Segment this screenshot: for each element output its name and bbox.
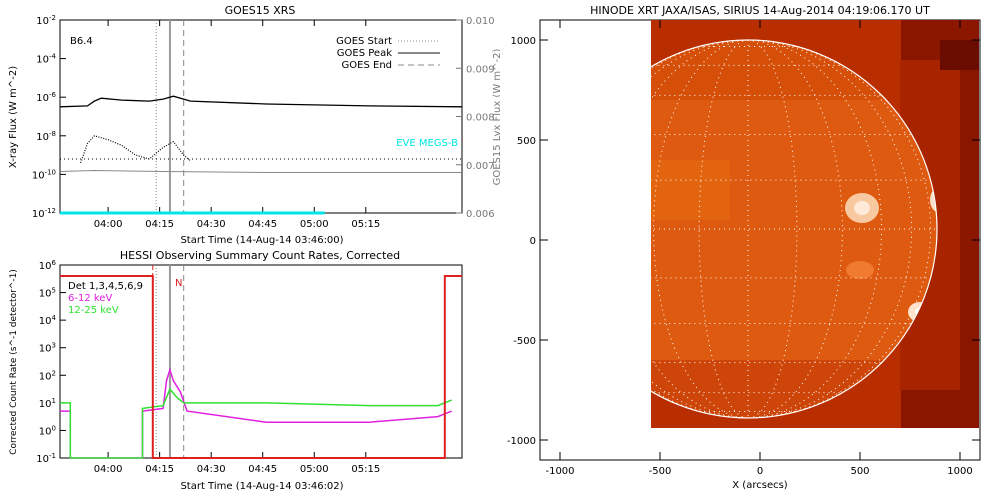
xrt-xlabel: X (arcsecs) <box>732 480 788 491</box>
goes-xtick-label: 04:30 <box>197 219 226 230</box>
goes-y-axis: 10-2 10-4 10-6 10-8 10-10 10-12 <box>32 14 66 220</box>
hessi-xtick-label: 04:15 <box>145 464 174 475</box>
xrt-xtick-label: 1000 <box>947 466 972 477</box>
hessi-ytick-label: 10-1 <box>36 452 56 465</box>
goes-ytick-right-label: 0.006 <box>466 209 495 220</box>
goes-ytick-label: 10-2 <box>36 14 56 27</box>
goes-ytick-right-label: 0.010 <box>466 16 495 27</box>
xrt-dark-corner <box>940 40 979 70</box>
xrt-grid-lon <box>747 39 883 419</box>
goes-ytick-label: 10-6 <box>36 91 56 104</box>
xrt-ytick-label: 0 <box>530 236 536 247</box>
goes-legend-peak: GOES Peak <box>337 48 392 59</box>
goes-ylabel: X-ray Flux (W m^-2) <box>8 66 19 168</box>
goes-xtick-label: 04:15 <box>145 219 174 230</box>
hessi-legend: Det 1,3,4,5,6,9 6-12 keV 12-25 keV <box>68 281 143 316</box>
goes-ytick-right-label: 0.009 <box>466 64 495 75</box>
xrt-y-axis: 1000 500 0 -500 -1000 <box>507 36 980 447</box>
hessi-chart: HESSI Observing Summary Count Rates, Cor… <box>9 249 463 492</box>
hessi-xtick-label: 05:00 <box>300 464 329 475</box>
goes-ytick-label: 10-12 <box>32 207 56 220</box>
goes-legend-end: GOES End <box>342 60 392 71</box>
goes-ylabel-right: GOES15 Lyx Flux (W m^-2) <box>492 49 500 186</box>
xrt-xtick-label: -1000 <box>545 466 574 477</box>
goes-chart: GOES15 XRS 10-2 10-4 10-6 10-8 10-10 10-12 0.… <box>8 4 500 246</box>
xrt-limb <box>651 39 938 419</box>
xrt-title: HINODE XRT JAXA/ISAS, SIRIUS 14-Aug-2014… <box>590 4 930 17</box>
hessi-series-12-25-keV <box>60 387 452 459</box>
goes-series-long <box>59 95 463 108</box>
hessi-title: HESSI Observing Summary Count Rates, Cor… <box>120 249 400 262</box>
hessi-ytick-label: 101 <box>39 397 56 410</box>
xrt-grid-lon <box>653 39 749 419</box>
xrt-ytick-label: 500 <box>517 136 536 147</box>
hessi-xlabel: Start Time (14-Aug-14 03:46:02) <box>180 481 343 492</box>
hessi-ytick-label: 104 <box>39 314 57 327</box>
hessi-ytick-label: 103 <box>39 342 56 355</box>
hessi-ylabel: Corrected Count Rate (s^-1 detector^-1) <box>9 269 19 455</box>
goes-xtick-label: 04:45 <box>248 219 277 230</box>
goes-ytick-label: 10-4 <box>36 53 56 66</box>
hessi-marker-label: N <box>175 278 182 289</box>
xrt-xtick-label: -500 <box>649 466 672 477</box>
xrt-grid-lon <box>747 39 913 419</box>
xrt-image <box>651 20 979 428</box>
xrt-x-axis: -1000 -500 0 500 1000 <box>545 20 973 477</box>
hessi-xtick-label: 04:30 <box>197 464 226 475</box>
goes-xtick-label: 05:15 <box>351 219 380 230</box>
hessi-x-axis: 04:00 04:15 04:30 04:45 05:00 05:15 <box>94 452 380 475</box>
hessi-legend-det: Det 1,3,4,5,6,9 <box>68 281 143 292</box>
hessi-ytick-label: 102 <box>39 369 56 382</box>
goes-ytick-label: 10-10 <box>32 168 56 181</box>
xrt-plage-west <box>651 160 730 220</box>
goes-y-axis-right: 0.010 0.009 0.008 0.007 0.006 <box>456 16 495 220</box>
xrt-grid-lon <box>747 39 843 419</box>
goes-annotation: B6.4 <box>70 36 93 47</box>
xrt-disk <box>651 40 937 418</box>
goes-legend: GOES Start GOES Peak GOES End <box>336 36 440 71</box>
hessi-y-axis: 106 105 104 103 102 101 100 10-1 <box>36 259 66 465</box>
eve-megs-label: EVE MEGS-B <box>396 138 458 149</box>
hessi-series-attenuator <box>60 275 462 459</box>
goes-legend-start: GOES Start <box>336 36 392 47</box>
hessi-series <box>60 275 462 459</box>
hessi-ytick-label: 106 <box>39 259 57 272</box>
goes-ytick-right-label: 0.007 <box>466 161 495 172</box>
hessi-legend-6-12: 6-12 keV <box>68 293 112 304</box>
goes-title: GOES15 XRS <box>225 4 296 17</box>
goes-series-lyman <box>59 169 462 173</box>
goes-ytick-right-label: 0.008 <box>466 113 495 124</box>
xrt-active-region-1-core <box>854 201 870 215</box>
xrt-ytick-label: -1000 <box>507 436 536 447</box>
goes-event-lines <box>60 20 462 213</box>
hessi-xtick-label: 04:00 <box>94 464 123 475</box>
goes-ytick-label: 10-8 <box>36 130 56 143</box>
xrt-grid-lon <box>651 39 749 419</box>
goes-xlabel: Start Time (14-Aug-14 03:46:00) <box>180 235 343 246</box>
hessi-legend-12-25: 12-25 keV <box>68 305 119 316</box>
hessi-ytick-label: 100 <box>39 424 56 437</box>
hessi-xtick-label: 05:15 <box>351 464 380 475</box>
xrt-xtick-label: 0 <box>757 466 763 477</box>
xrt-xtick-label: 500 <box>850 466 869 477</box>
goes-series <box>59 95 463 215</box>
hessi-ytick-label: 105 <box>39 287 56 300</box>
xrt-ytick-label: -500 <box>513 336 536 347</box>
hessi-xtick-label: 04:45 <box>248 464 277 475</box>
xrt-plage-center <box>846 261 874 279</box>
goes-xtick-label: 04:00 <box>94 219 123 230</box>
xrt-grid <box>651 39 937 419</box>
xrt-ytick-label: 1000 <box>511 36 536 47</box>
goes-xtick-label: 05:00 <box>300 219 329 230</box>
